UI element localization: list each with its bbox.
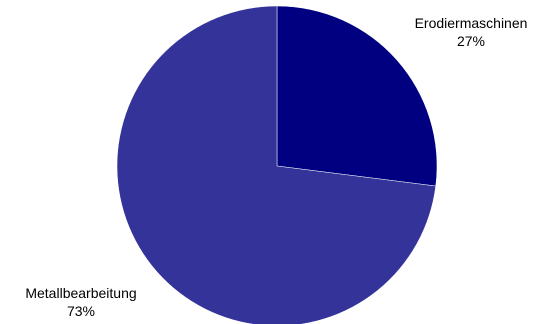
slice-percent-erodiermaschinen: 27% bbox=[456, 33, 486, 49]
pie-slice-metallbearbeitung bbox=[116, 5, 437, 324]
slice-name-metallbearbeitung: Metallbearbeitung bbox=[25, 285, 137, 301]
slice-name-erodiermaschinen: Erodiermaschinen bbox=[414, 15, 528, 31]
slice-percent-metallbearbeitung: 73% bbox=[66, 303, 96, 319]
slice-label-metallbearbeitung: Metallbearbeitung 73% bbox=[6, 284, 156, 320]
pie-slices bbox=[116, 5, 438, 324]
slice-label-erodiermaschinen: Erodiermaschinen 27% bbox=[404, 14, 538, 50]
pie-slice-erodiermaschinen bbox=[276, 5, 438, 187]
